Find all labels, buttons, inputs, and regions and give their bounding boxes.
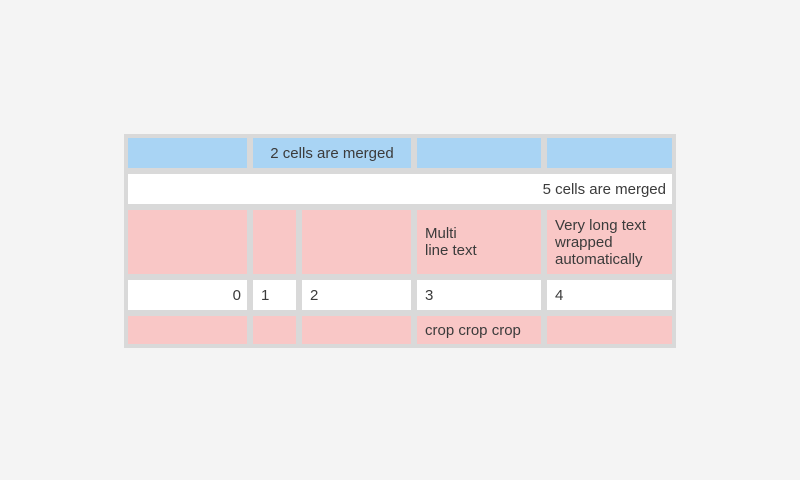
cell-r2-c0[interactable] (128, 210, 247, 274)
number-cell-2: 2 (310, 286, 319, 304)
table-widget[interactable]: 2 cells are merged 5 cells are merged Mu… (124, 134, 676, 348)
cell-r4-c2[interactable] (302, 316, 411, 344)
cell-r2-c1[interactable] (253, 210, 296, 274)
cell-r4-c4[interactable] (547, 316, 672, 344)
cell-r1-merged5[interactable]: 5 cells are merged (128, 174, 672, 204)
table-row-cropped: crop crop crop crop (128, 316, 672, 344)
table-row-merged5: 5 cells are merged (128, 174, 672, 204)
cell-r4-c3[interactable]: crop crop crop crop (417, 316, 541, 344)
table-row-multiline: Multi line text Very long text wrapped a… (128, 210, 672, 274)
multiline-cell-label: Multi line text (425, 225, 477, 259)
cell-r3-c2[interactable]: 2 (302, 280, 411, 310)
merged5-cell-label: 5 cells are merged (542, 180, 666, 198)
cell-r2-c4[interactable]: Very long text wrapped automatically (547, 210, 672, 274)
cell-r4-c1[interactable] (253, 316, 296, 344)
cell-r2-c2[interactable] (302, 210, 411, 274)
table-body: 2 cells are merged 5 cells are merged Mu… (128, 138, 672, 344)
cell-r0-c3[interactable] (417, 138, 541, 168)
cell-r0-c1-merged2[interactable]: 2 cells are merged (253, 138, 411, 168)
wrapped-cell-label: Very long text wrapped automatically (555, 216, 646, 268)
table-row-header: 2 cells are merged (128, 138, 672, 168)
number-cell-3: 3 (425, 286, 434, 304)
cell-r3-c1[interactable]: 1 (253, 280, 296, 310)
table-row-numbers: 0 1 2 3 4 (128, 280, 672, 310)
cell-r0-c4[interactable] (547, 138, 672, 168)
merged2-cell-label: 2 cells are merged (270, 144, 394, 162)
cell-r3-c4[interactable]: 4 (547, 280, 672, 310)
number-cell-1: 1 (261, 286, 270, 304)
number-cell-0: 0 (232, 286, 241, 304)
cell-r4-c0[interactable] (128, 316, 247, 344)
cell-r0-c0[interactable] (128, 138, 247, 168)
cropped-cell-label: crop crop crop crop (425, 322, 521, 344)
number-cell-4: 4 (555, 286, 564, 304)
cell-r3-c0[interactable]: 0 (128, 280, 247, 310)
cell-r3-c3[interactable]: 3 (417, 280, 541, 310)
cell-r2-c3[interactable]: Multi line text (417, 210, 541, 274)
